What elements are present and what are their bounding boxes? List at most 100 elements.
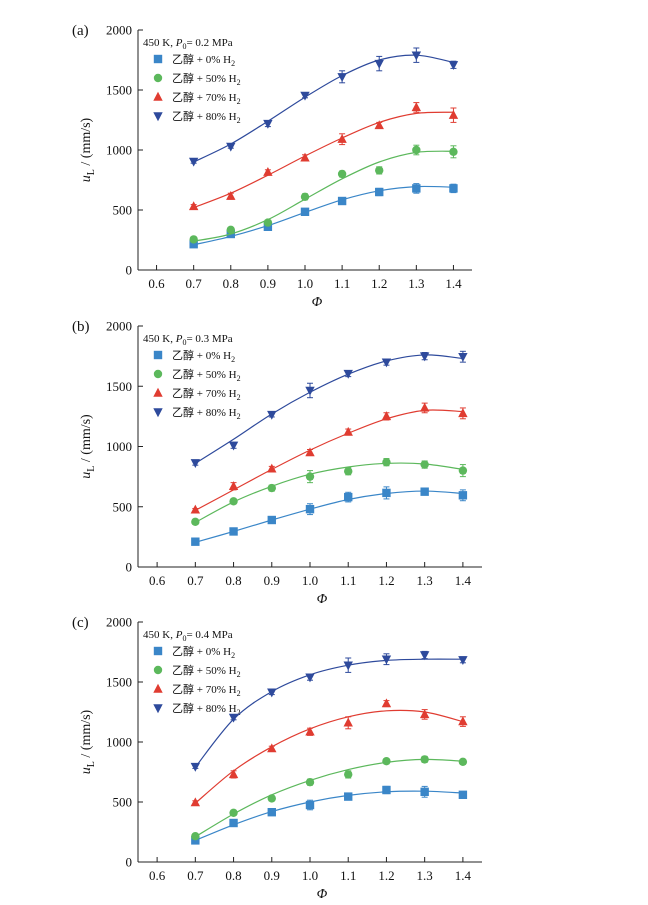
data-point	[382, 488, 391, 498]
data-point	[267, 688, 277, 698]
data-point	[191, 832, 200, 841]
data-point	[411, 51, 422, 61]
condition-label: 450 K, P0= 0.4 MPa	[143, 629, 233, 643]
data-point	[188, 157, 199, 167]
legend: 乙醇 + 0% H2 乙醇 + 50% H2 乙醇 + 70% H2 乙醇 + 80%…	[153, 52, 241, 125]
data-point	[374, 120, 384, 130]
data-point	[267, 410, 277, 420]
legend-marker	[153, 369, 163, 379]
data-point	[375, 187, 384, 197]
x-tick-label: 1.1	[340, 573, 356, 588]
data-point	[381, 411, 392, 421]
x-tick-label: 1.3	[417, 868, 433, 883]
data-point	[267, 463, 277, 473]
legend-marker	[153, 91, 163, 101]
y-tick-label: 1000	[106, 735, 132, 750]
series-2	[191, 755, 468, 841]
x-tick-label: 1.1	[340, 868, 356, 883]
data-point	[375, 166, 384, 175]
data-point	[448, 110, 459, 119]
data-point	[305, 447, 315, 457]
legend-label: 乙醇 + 70% H2	[172, 90, 241, 106]
y-tick-label: 1000	[106, 143, 132, 158]
legend-label: 乙醇 + 0% H2	[172, 52, 235, 68]
data-point	[191, 517, 200, 527]
data-point	[458, 716, 468, 726]
data-point	[305, 673, 315, 683]
data-point	[419, 651, 430, 661]
x-tick-label: 1.4	[445, 276, 462, 291]
series-3	[190, 402, 468, 514]
y-tick-label: 0	[126, 560, 133, 575]
data-point	[263, 119, 273, 129]
data-point	[300, 192, 310, 201]
x-tick-label: 1.1	[334, 276, 350, 291]
data-point	[305, 800, 315, 810]
chart-panel-1: 0 500 1000 1500 2000 0.6 0.7 0.8 0.9 1.0 1.1 1.2 1.3…	[72, 23, 472, 310]
x-tick-label: 0.8	[225, 573, 241, 588]
x-tick-label: 1.0	[302, 868, 318, 883]
data-point	[229, 818, 238, 828]
x-tick-label: 1.0	[302, 573, 318, 588]
panel-label: (c)	[72, 615, 89, 631]
chart-panel-2: 0 500 1000 1500 2000 0.6 0.7 0.8 0.9 1.0 1.1 1.2 1.3…	[72, 319, 482, 607]
x-axis-title: Φ	[317, 592, 328, 607]
data-point	[458, 466, 468, 475]
data-point	[343, 426, 353, 436]
data-point	[419, 709, 430, 719]
data-point	[449, 147, 458, 156]
series-3	[190, 698, 468, 807]
legend-label: 乙醇 + 0% H2	[172, 644, 235, 660]
data-point	[190, 459, 201, 468]
x-tick-label: 1.3	[417, 573, 433, 588]
data-point	[344, 492, 353, 502]
legend-marker	[153, 408, 163, 418]
series-1	[189, 183, 458, 249]
data-point	[458, 656, 468, 665]
data-point	[190, 504, 201, 514]
y-tick-label: 0	[126, 855, 133, 870]
data-point	[267, 483, 276, 493]
series-1	[191, 486, 468, 546]
y-tick-label: 2000	[106, 23, 132, 38]
data-point	[263, 167, 273, 176]
data-point	[419, 352, 430, 362]
x-axis-title: Φ	[317, 887, 328, 902]
legend: 乙醇 + 0% H2 乙醇 + 50% H2 乙醇 + 70% H2 乙醇 + 80%…	[153, 644, 241, 717]
chart-panel-3: 0 500 1000 1500 2000 0.6 0.7 0.8 0.9 1.0 1.1 1.2 1.3…	[72, 615, 482, 902]
data-point	[458, 491, 468, 500]
fit-curve	[193, 54, 454, 163]
legend-label: 乙醇 + 80% H2	[172, 109, 241, 125]
y-tick-label: 2000	[106, 319, 132, 334]
legend-label: 乙醇 + 50% H2	[172, 71, 241, 87]
x-tick-label: 0.8	[223, 276, 239, 291]
x-tick-label: 0.9	[264, 868, 280, 883]
legend-label: 乙醇 + 80% H2	[172, 405, 241, 421]
series-2	[191, 457, 468, 527]
data-point	[343, 369, 353, 379]
data-point	[420, 787, 429, 796]
data-point	[344, 770, 353, 779]
x-tick-label: 1.2	[378, 573, 394, 588]
data-point	[412, 145, 421, 155]
data-point	[381, 698, 392, 708]
x-tick-label: 1.2	[378, 868, 394, 883]
y-tick-label: 500	[113, 499, 133, 514]
y-tick-label: 2000	[106, 615, 132, 630]
y-axis-title: uL / (mm/s)	[79, 414, 97, 479]
data-point	[189, 240, 198, 249]
legend-label: 乙醇 + 50% H2	[172, 367, 241, 383]
data-point	[337, 196, 347, 206]
condition-label: 450 K, P0= 0.2 MPa	[143, 37, 233, 51]
panel-label: (a)	[72, 23, 89, 39]
data-point	[267, 743, 277, 753]
data-point	[448, 61, 459, 70]
legend-marker	[153, 387, 163, 397]
data-point	[419, 402, 430, 412]
y-tick-label: 500	[113, 203, 133, 218]
panel-label: (b)	[72, 319, 90, 335]
x-tick-label: 1.4	[455, 868, 472, 883]
data-point	[449, 184, 458, 193]
data-point	[458, 790, 468, 799]
legend-marker	[153, 112, 163, 122]
